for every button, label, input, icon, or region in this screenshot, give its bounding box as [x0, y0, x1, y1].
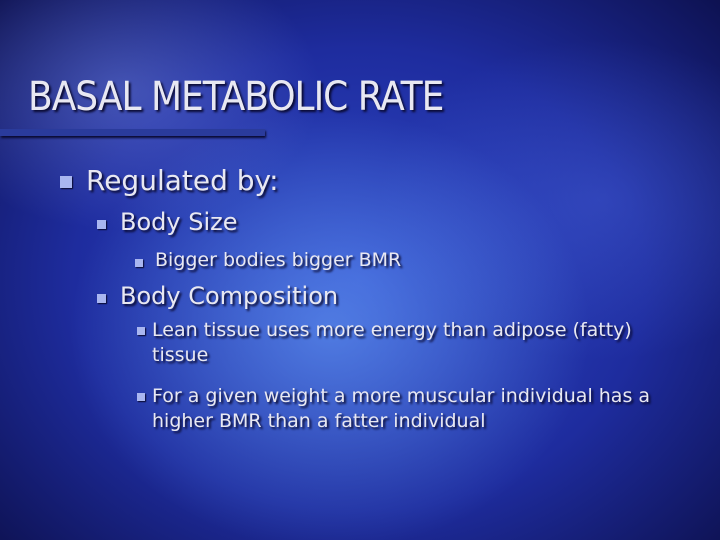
title-underline [0, 129, 265, 136]
bullet-text: Lean tissue uses more energy than adipos… [152, 319, 632, 366]
bullet [97, 220, 106, 229]
bullet [135, 259, 143, 267]
bullet-text: Bigger bodies bigger BMR [155, 249, 402, 271]
bullet [137, 327, 145, 335]
bullet [97, 294, 106, 303]
bullet-text: Body Composition [120, 282, 339, 310]
bullet [137, 393, 145, 401]
bullet-text: For a given weight a more muscular indiv… [152, 385, 651, 432]
bullet-text: Regulated by: [86, 164, 279, 197]
slide-title: BASAL METABOLIC RATE [28, 74, 444, 120]
bullet [60, 176, 72, 188]
bullet-text: Body Size [120, 208, 238, 236]
